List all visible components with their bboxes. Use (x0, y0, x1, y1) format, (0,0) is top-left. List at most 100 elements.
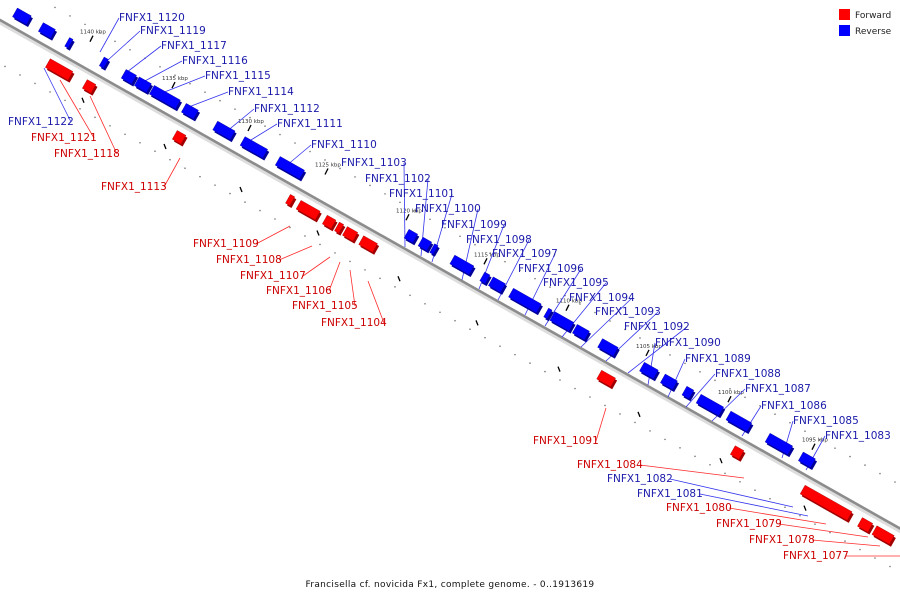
gene-label[interactable]: FNFX1_1103 (341, 157, 407, 169)
reverse-gene-arrow[interactable] (660, 373, 678, 390)
reverse-gene-arrow[interactable] (681, 385, 695, 400)
gene-label[interactable]: FNFX1_1083 (825, 430, 891, 442)
scale-dot (79, 108, 81, 110)
gene-label[interactable]: FNFX1_1121 (31, 132, 97, 144)
reverse-gene-arrow[interactable] (120, 69, 137, 85)
gene-label[interactable]: FNFX1_1101 (389, 188, 455, 200)
gene-label[interactable]: FNFX1_1107 (240, 270, 306, 282)
forward-gene-arrow[interactable] (857, 517, 874, 533)
gene-label[interactable]: FNFX1_1111 (277, 118, 343, 130)
gene-label[interactable]: FNFX1_1109 (193, 238, 259, 250)
gene-label[interactable]: FNFX1_1116 (182, 55, 248, 67)
reverse-gene-arrow[interactable] (417, 236, 432, 252)
reverse-gene-arrow[interactable] (38, 22, 56, 39)
reverse-gene-arrow[interactable] (488, 276, 506, 293)
forward-gene-arrow[interactable] (285, 194, 296, 206)
gene-label[interactable]: FNFX1_1097 (492, 248, 558, 260)
gene-label[interactable]: FNFX1_1099 (441, 219, 507, 231)
forward-gene-arrow[interactable] (82, 79, 97, 94)
gene-label[interactable]: FNFX1_1090 (655, 337, 721, 349)
gene-label[interactable]: FNFX1_1091 (533, 435, 599, 447)
gene-label[interactable]: FNFX1_1122 (8, 116, 74, 128)
reverse-gene-arrow[interactable] (479, 271, 491, 284)
gene-label[interactable]: FNFX1_1080 (666, 502, 732, 514)
reverse-gene-arrow[interactable] (764, 432, 793, 456)
reverse-gene-arrow[interactable] (134, 76, 152, 93)
gene-label[interactable]: FNFX1_1106 (266, 285, 332, 297)
gene-label[interactable]: FNFX1_1105 (292, 300, 358, 312)
gene-label[interactable]: FNFX1_1084 (577, 459, 643, 471)
forward-gene-arrow[interactable] (295, 200, 321, 221)
reverse-gene-arrow[interactable] (98, 56, 109, 69)
kbp-tick-label: 1120 kbp (396, 208, 422, 214)
gene-label[interactable]: FNFX1_1096 (518, 263, 584, 275)
gene-label[interactable]: FNFX1_1085 (793, 415, 859, 427)
gene-label[interactable]: FNFX1_1077 (783, 550, 849, 562)
gene-label[interactable]: FNFX1_1088 (715, 368, 781, 380)
kbp-tick-label: 1140 kbp (80, 30, 106, 36)
reverse-gene-arrow[interactable] (403, 228, 418, 244)
reverse-gene-arrow[interactable] (12, 7, 32, 25)
scale-dot (4, 65, 6, 68)
gene-label[interactable]: FNFX1_1098 (466, 234, 532, 246)
gene-label[interactable]: FNFX1_1102 (365, 173, 431, 185)
forward-gene-arrow[interactable] (358, 235, 378, 253)
forward-gene-arrow[interactable] (322, 214, 337, 230)
gene-label[interactable]: FNFX1_1089 (685, 353, 751, 365)
leader-line (647, 342, 656, 386)
reverse-gene-arrow[interactable] (274, 156, 305, 180)
gene-label[interactable]: FNFX1_1086 (761, 400, 827, 412)
reverse-gene-arrow[interactable] (508, 287, 542, 313)
gene-label[interactable]: FNFX1_1104 (321, 317, 387, 329)
gene-label[interactable]: FNFX1_1115 (205, 70, 271, 82)
gene-label[interactable]: FNFX1_1081 (637, 488, 703, 500)
reverse-gene-arrow[interactable] (449, 254, 475, 275)
reverse-gene-arrow[interactable] (597, 338, 619, 357)
scale-dot (469, 328, 471, 331)
reverse-gene-arrow[interactable] (429, 243, 439, 255)
forward-gene-arrow[interactable] (871, 525, 895, 545)
forward-gene-arrow[interactable] (334, 221, 345, 234)
gene-label[interactable]: FNFX1_1113 (101, 181, 167, 193)
gene-label[interactable]: FNFX1_1087 (745, 383, 811, 395)
gene-label[interactable]: FNFX1_1092 (624, 321, 690, 333)
reverse-gene-arrow[interactable] (64, 37, 74, 49)
gene-label[interactable]: FNFX1_1078 (749, 534, 815, 546)
reverse-gene-arrow[interactable] (549, 311, 575, 332)
forward-gene-arrow[interactable] (730, 445, 745, 460)
gene-label[interactable]: FNFX1_1094 (569, 292, 635, 304)
reverse-gene-arrow[interactable] (239, 136, 268, 159)
gene-label[interactable]: FNFX1_1095 (543, 277, 609, 289)
gene-label[interactable]: FNFX1_1120 (119, 12, 185, 24)
reverse-gene-arrow[interactable] (725, 410, 753, 432)
forward-gene-arrow[interactable] (799, 484, 853, 521)
forward-gene-arrow[interactable] (342, 226, 359, 242)
reverse-gene-arrow[interactable] (543, 307, 553, 320)
gene-label[interactable]: FNFX1_1119 (140, 25, 206, 37)
scale-dot (339, 167, 341, 170)
forward-gene-arrow[interactable] (596, 369, 616, 388)
scale-dot (64, 99, 66, 102)
reverse-gene-arrow[interactable] (572, 324, 590, 341)
gene-label[interactable]: FNFX1_1114 (228, 86, 294, 98)
gene-label[interactable]: FNFX1_1117 (161, 40, 227, 52)
gene-label[interactable]: FNFX1_1093 (595, 306, 661, 318)
reverse-gene-arrow[interactable] (798, 451, 816, 468)
scale-dot (399, 201, 401, 204)
gene-label[interactable]: FNFX1_1110 (311, 139, 377, 151)
gene-label[interactable]: FNFX1_1100 (415, 203, 481, 215)
gene-label[interactable]: FNFX1_1112 (254, 103, 320, 115)
gene-label[interactable]: FNFX1_1082 (607, 473, 673, 485)
gene-label[interactable]: FNFX1_1108 (216, 254, 282, 266)
forward-gene-arrow[interactable] (172, 130, 187, 145)
forward-gene-arrow[interactable] (45, 58, 74, 81)
kbp-tick-mark (397, 276, 401, 282)
gene-label[interactable]: FNFX1_1079 (716, 518, 782, 530)
reverse-gene-arrow[interactable] (639, 361, 659, 380)
reverse-gene-arrow[interactable] (212, 120, 236, 140)
reverse-gene-arrow[interactable] (181, 103, 199, 120)
gene-label[interactable]: FNFX1_1118 (54, 148, 120, 160)
reverse-gene-arrow[interactable] (149, 85, 181, 110)
reverse-gene-arrow[interactable] (695, 393, 724, 417)
